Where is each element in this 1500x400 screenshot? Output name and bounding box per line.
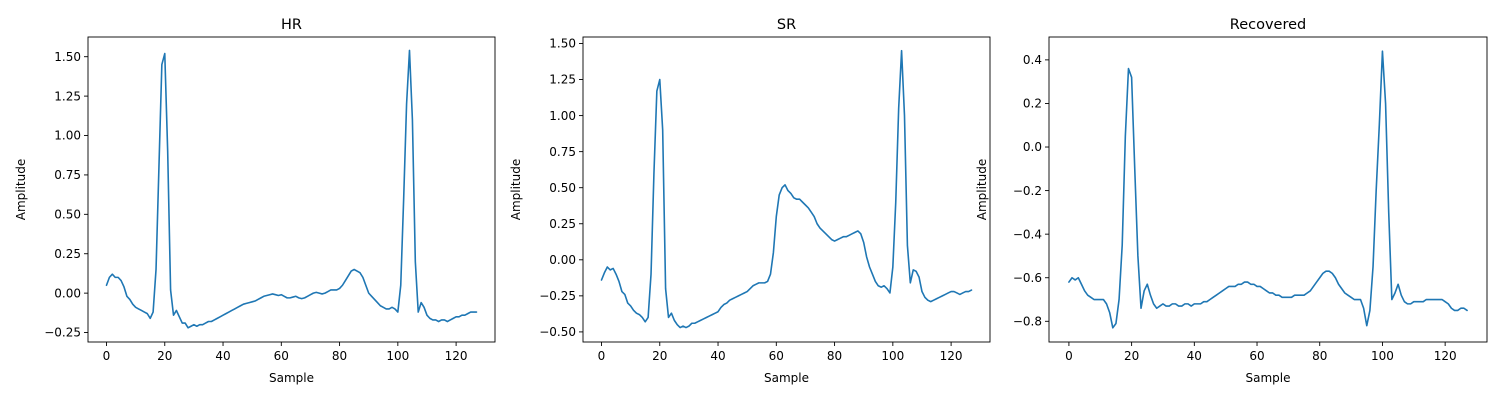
series-line [600, 49, 973, 329]
y-tick-label: 0.25 [54, 247, 81, 261]
y-tick-label: −0.4 [1013, 227, 1042, 241]
y-tick-label: 0.4 [1023, 53, 1042, 67]
x-tick-label: 20 [652, 349, 667, 363]
x-axis-label: Sample [269, 371, 314, 385]
x-tick-label: 80 [827, 349, 842, 363]
x-tick-label: 60 [274, 349, 289, 363]
x-tick-label: 0 [103, 349, 111, 363]
y-tick-label: 0.50 [549, 181, 576, 195]
y-axis-label: Amplitude [14, 159, 28, 221]
x-tick-label: 40 [1187, 349, 1202, 363]
x-tick-label: 60 [769, 349, 784, 363]
y-tick-label: 0.00 [549, 253, 576, 267]
x-tick-label: 120 [940, 349, 963, 363]
y-tick-label: 0.2 [1023, 97, 1042, 111]
chart-title: HR [281, 17, 302, 33]
subplot-2: 0 20 40 60 80 100 120 −0.50 −0.25 0.00 0.25 0.50 0.7… [509, 17, 991, 385]
chart-title: SR [777, 17, 796, 33]
y-tick-label: −0.8 [1013, 315, 1042, 329]
y-tick-label: 0.50 [54, 208, 81, 222]
y-tick-label: 1.00 [54, 129, 81, 143]
chart-title: Recovered [1230, 17, 1306, 33]
y-tick-label: −0.2 [1013, 184, 1042, 198]
subplot-1: 0 20 40 60 80 100 120 −0.25 0.00 0.25 0.50 0.75 1.00… [14, 17, 496, 385]
x-tick-label: 120 [445, 349, 468, 363]
y-tick-label: 1.50 [54, 50, 81, 64]
series-line [1068, 50, 1468, 329]
x-tick-label: 100 [386, 349, 409, 363]
x-tick-label: 20 [1124, 349, 1139, 363]
x-tick-label: 60 [1249, 349, 1264, 363]
subplots: 0 20 40 60 80 100 120−0.250.000.250.500.751.00… [14, 17, 1488, 385]
plot-frame [87, 36, 496, 343]
x-tick-label: 100 [1371, 349, 1394, 363]
x-tick-label: 80 [332, 349, 347, 363]
y-tick-label: 1.00 [549, 109, 576, 123]
y-axis-label: Amplitude [509, 159, 523, 221]
x-axis-label: Sample [1246, 371, 1291, 385]
y-tick-label: −0.50 [539, 325, 576, 339]
y-tick-label: 0.75 [549, 145, 576, 159]
y-tick-label: 1.50 [549, 37, 576, 51]
y-tick-label: −0.25 [44, 326, 81, 340]
y-tick-label: 0.75 [54, 168, 81, 182]
x-tick-label: 80 [1312, 349, 1327, 363]
x-tick-label: 120 [1434, 349, 1457, 363]
x-tick-label: 0 [1065, 349, 1073, 363]
plot-frame [582, 36, 991, 343]
y-tick-label: 1.25 [54, 89, 81, 103]
y-tick-label: −0.25 [539, 289, 576, 303]
x-tick-label: 100 [881, 349, 904, 363]
y-tick-label: 0.00 [54, 286, 81, 300]
x-tick-label: 40 [215, 349, 230, 363]
x-tick-label: 0 [598, 349, 606, 363]
y-tick-label: 1.25 [549, 73, 576, 87]
series-line [105, 49, 478, 329]
x-axis-label: Sample [764, 371, 809, 385]
x-tick-label: 40 [710, 349, 725, 363]
plot-frame [1048, 36, 1488, 343]
x-tick-label: 20 [157, 349, 172, 363]
y-tick-label: 0.0 [1023, 140, 1042, 154]
subplot-3: 0 20 40 60 80 100 120 −0.8 −0.6 −0.4 −0.2 0.0 0.2 0.4… [975, 17, 1488, 385]
y-tick-label: 0.25 [549, 217, 576, 231]
y-tick-label: −0.6 [1013, 271, 1042, 285]
y-axis-label: Amplitude [975, 159, 989, 221]
